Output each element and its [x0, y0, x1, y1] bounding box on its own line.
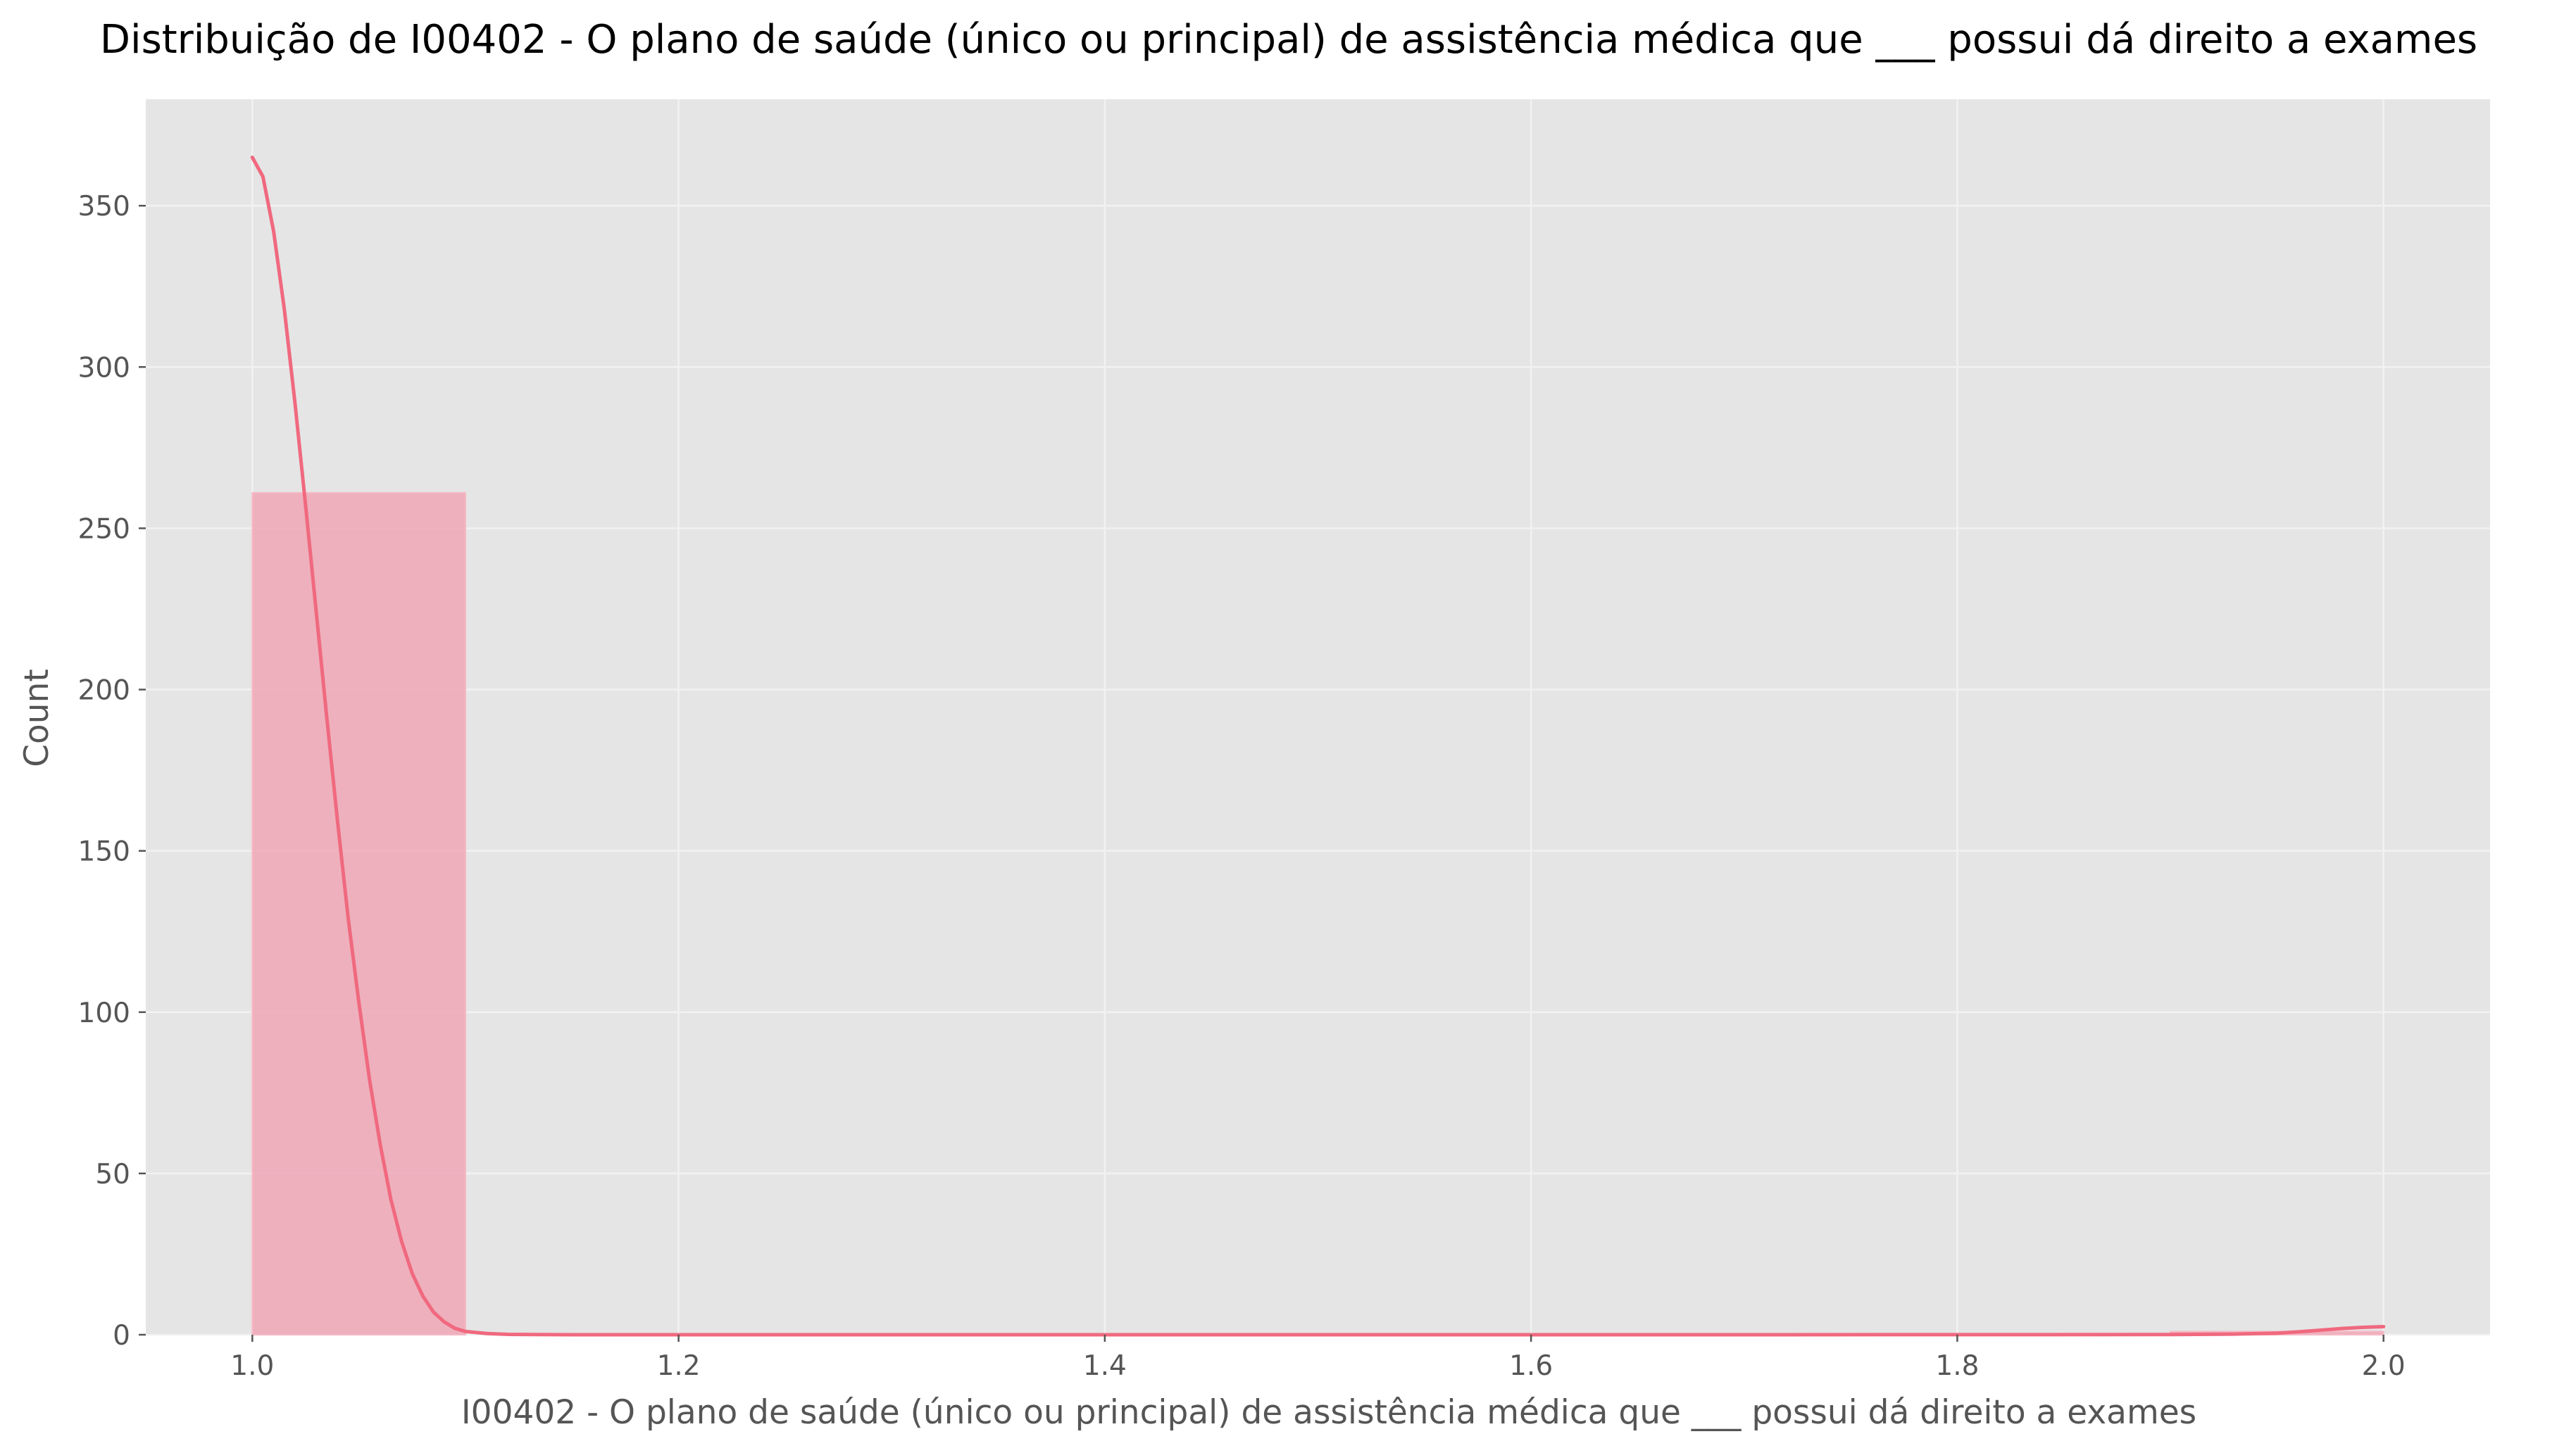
- x-tick-label: 1.6: [1509, 1350, 1553, 1382]
- y-tick-label: 0: [113, 1320, 130, 1352]
- y-tick-label: 250: [78, 513, 130, 545]
- grid-lines: [146, 99, 2490, 1336]
- x-tick-label: 1.4: [1083, 1350, 1127, 1382]
- y-axis-ticks: 0 50 100 150 200 250 300 350: [78, 191, 146, 1352]
- kde-curve: [250, 156, 2386, 1337]
- x-tick-label: 1.0: [230, 1350, 274, 1382]
- x-tick-label: 1.2: [657, 1350, 701, 1382]
- y-tick-label: 200: [78, 675, 130, 707]
- x-axis-ticks: 1.0 1.2 1.4 1.6 1.8 2.0: [230, 1335, 2406, 1382]
- y-tick-label: 300: [78, 352, 130, 384]
- y-tick-label: 150: [78, 836, 130, 868]
- y-tick-label: 100: [78, 998, 130, 1029]
- chart-title: Distribuição de I00402 - O plano de saúd…: [100, 17, 2477, 63]
- y-tick-label: 350: [78, 191, 130, 222]
- kde-curve-layer: [250, 156, 2386, 1337]
- histogram-bar: [251, 492, 466, 1335]
- x-axis-label: I00402 - O plano de saúde (único ou prin…: [461, 1393, 2196, 1432]
- y-axis-label: Count: [18, 669, 56, 767]
- x-tick-label: 2.0: [2362, 1350, 2406, 1382]
- y-tick-label: 50: [95, 1159, 130, 1190]
- x-tick-label: 1.8: [1935, 1350, 1979, 1382]
- plot-area: [146, 99, 2490, 1335]
